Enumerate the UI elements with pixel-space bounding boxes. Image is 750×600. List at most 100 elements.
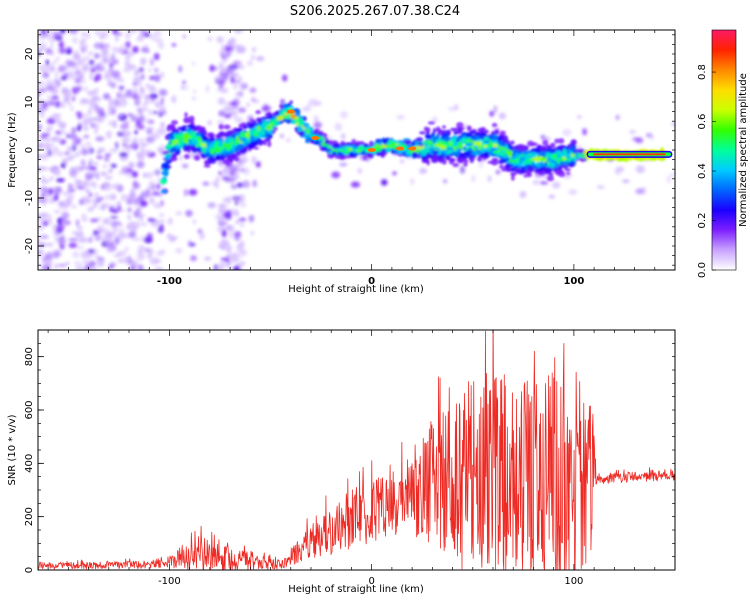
heatmap-cell (80, 46, 87, 54)
heatmap-cell (102, 43, 110, 50)
heatmap-cell (225, 262, 232, 269)
heatmap-cell (153, 52, 160, 61)
heatmap-cell (489, 110, 495, 117)
heatmap-cell (97, 107, 104, 115)
heatmap-cell (99, 34, 105, 40)
heatmap-cell (419, 131, 426, 135)
heatmap-cell (57, 121, 67, 129)
spectrogram-y-label: Frequency (Hz) (7, 112, 18, 188)
heatmap-cell (143, 107, 148, 112)
heatmap-cell (69, 69, 73, 77)
heatmap-cell (249, 118, 254, 122)
heatmap-cell (109, 62, 114, 68)
heatmap-cell (87, 116, 94, 124)
heatmap-cell (569, 164, 574, 168)
heatmap-cell (251, 156, 257, 164)
heatmap-cell (139, 111, 144, 117)
heatmap-cell (93, 42, 103, 49)
heatmap-cell (145, 83, 150, 89)
heatmap-cell (74, 76, 82, 85)
heatmap-cell (443, 136, 450, 142)
heatmap-cell (53, 147, 59, 151)
heatmap-cell (57, 201, 66, 207)
heatmap-cell (91, 197, 99, 203)
heatmap-cell (76, 69, 85, 78)
snr-x-ticks: -100 0 100 (47, 330, 676, 587)
heatmap-cell (168, 135, 175, 140)
heatmap-cell (356, 146, 360, 151)
heatmap-cell (230, 37, 236, 45)
heatmap-cell (527, 157, 532, 163)
heatmap-cell (135, 36, 145, 42)
heatmap-cell (153, 30, 162, 37)
heatmap-cell (140, 57, 147, 65)
heatmap-cell (173, 133, 178, 140)
heatmap-cell (58, 65, 67, 72)
heatmap-cell (266, 125, 271, 129)
heatmap-cell (104, 194, 112, 201)
heatmap-cell (226, 51, 230, 58)
heatmap-cell (218, 124, 224, 130)
heatmap-cell (87, 90, 96, 96)
heatmap-cell (43, 188, 49, 196)
heatmap-cell (90, 122, 96, 129)
heatmap-cell (226, 253, 232, 258)
heatmap-cell (102, 228, 110, 235)
heatmap-cell (465, 142, 472, 147)
heatmap-cell (149, 33, 156, 42)
heatmap-cell (519, 190, 527, 199)
heatmap-cell (463, 162, 468, 167)
heatmap-cell (442, 132, 449, 138)
heatmap-cell (280, 111, 285, 117)
heatmap-cell (462, 146, 467, 151)
heatmap-cell (487, 160, 494, 164)
heatmap-cell (234, 30, 243, 34)
heatmap-cell (566, 171, 571, 175)
heatmap-cell (80, 98, 89, 103)
heatmap-cell (432, 155, 439, 161)
heatmap-cell (216, 120, 225, 125)
heatmap-cell (120, 194, 128, 201)
heatmap-cell (222, 229, 227, 238)
heatmap-cell (100, 184, 105, 191)
heatmap-cell (549, 162, 555, 169)
heatmap-cell (183, 117, 190, 124)
heatmap-cell (261, 123, 266, 128)
heatmap-cell (52, 196, 59, 201)
heatmap-cell (135, 220, 140, 229)
heatmap-cell (55, 130, 62, 135)
heatmap-cell (501, 135, 509, 142)
heatmap-cell (92, 201, 98, 209)
heatmap-cell (266, 115, 274, 120)
heatmap-cell (326, 136, 333, 140)
heatmap-cell (128, 30, 137, 34)
heatmap-cell (109, 175, 113, 180)
heatmap-cell (111, 46, 117, 54)
heatmap-cell (397, 141, 402, 146)
heatmap-cell (47, 85, 55, 91)
heatmap-cell (530, 148, 538, 153)
heatmap-cell (574, 151, 579, 158)
heatmap-cell (45, 79, 53, 86)
heatmap-cell (184, 112, 188, 118)
heatmap-cell (157, 41, 165, 50)
heatmap-cell (506, 163, 514, 167)
heatmap-cell (144, 100, 150, 105)
heatmap-cell (67, 188, 76, 193)
heatmap-cell (161, 162, 169, 167)
heatmap-cell (152, 170, 158, 175)
heatmap-cell (39, 111, 45, 119)
heatmap-cell (285, 137, 291, 143)
heatmap-cell (432, 116, 438, 123)
heatmap-cell (161, 170, 169, 176)
heatmap-cell (237, 128, 244, 132)
heatmap-cell (88, 162, 93, 166)
heatmap-cell (433, 137, 439, 140)
heatmap-cell (237, 76, 243, 82)
heatmap-cell (332, 143, 340, 149)
heatmap-cell (268, 134, 273, 138)
heatmap-cell (202, 181, 210, 186)
heatmap-cell (235, 135, 240, 142)
heatmap-cell (58, 263, 67, 267)
heatmap-cell (461, 137, 468, 144)
